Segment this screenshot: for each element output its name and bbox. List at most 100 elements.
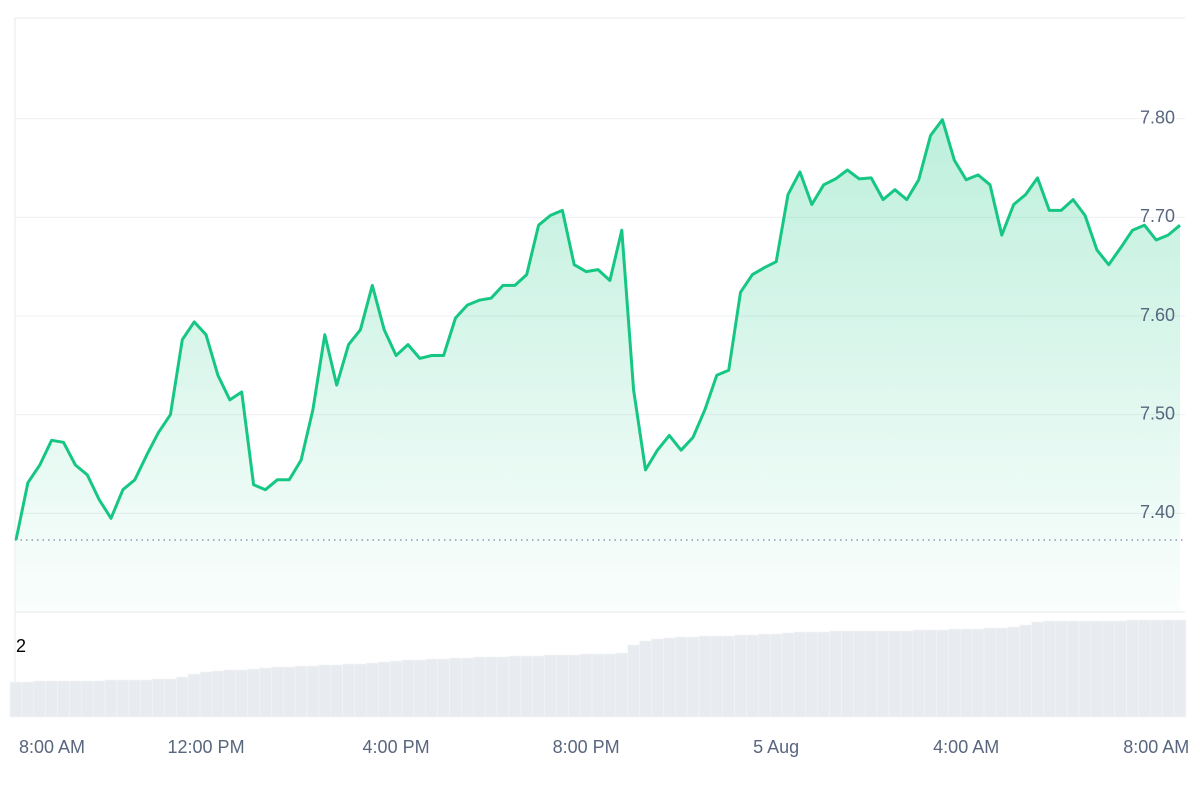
- volume-bar: [959, 628, 973, 718]
- volume-bar: [401, 659, 415, 718]
- volume-bar: [829, 630, 842, 718]
- volume-bar: [259, 667, 272, 718]
- volume-bar: [532, 655, 545, 718]
- volume-bar: [639, 640, 652, 718]
- y-tick-label: 7.70: [1140, 206, 1175, 226]
- volume-bar: [876, 630, 890, 718]
- volume-bar: [57, 680, 70, 718]
- volume-bar: [318, 664, 332, 718]
- volume-bar: [1161, 619, 1175, 718]
- volume-bar: [92, 680, 106, 718]
- price-line: [14, 118, 1181, 541]
- plot: [14, 118, 1185, 612]
- volume-bar: [900, 630, 914, 718]
- volume-bar: [758, 633, 771, 718]
- volume-bar: [140, 679, 153, 718]
- volume-bar: [722, 635, 735, 718]
- volume-bar: [674, 636, 688, 718]
- volume-bar: [306, 665, 320, 718]
- volume-bar: [1031, 621, 1044, 718]
- volume-bar: [472, 656, 486, 718]
- volume-bar: [1114, 620, 1127, 718]
- volume-bar: [164, 678, 177, 718]
- volume-bar: [484, 656, 498, 718]
- x-tick-label: 4:00 AM: [933, 737, 999, 757]
- volume-bar: [710, 635, 724, 718]
- volume-label: 2: [16, 636, 26, 656]
- x-tick-label: 5 Aug: [753, 737, 799, 757]
- volume-bar: [413, 659, 427, 718]
- volume-bar: [924, 629, 937, 718]
- volume-bar: [389, 660, 403, 718]
- volume-bar: [817, 631, 830, 718]
- volume-bar: [152, 678, 165, 718]
- volume-bar: [663, 637, 676, 718]
- y-tick-label: 7.50: [1140, 403, 1175, 423]
- volume-bar: [1054, 620, 1068, 718]
- volume-bar: [888, 630, 902, 718]
- volume-bar: [45, 680, 58, 718]
- volume-bar: [983, 627, 997, 718]
- volume-bar: [366, 662, 379, 718]
- volume-bar: [615, 652, 628, 718]
- x-tick-label: 8:00 AM: [1123, 737, 1189, 757]
- volume-bar: [199, 671, 213, 718]
- x-tick-label: 12:00 PM: [168, 737, 245, 757]
- volume-bar: [425, 658, 438, 718]
- volume-bar: [81, 680, 94, 718]
- volume-bar: [686, 636, 700, 718]
- volume-bar: [342, 663, 355, 718]
- volume-bar: [354, 663, 367, 718]
- volume-bar: [271, 666, 284, 718]
- volume-bar: [805, 631, 819, 718]
- volume-bar: [651, 638, 664, 718]
- volume-bar: [187, 673, 201, 718]
- volume-bar: [1043, 620, 1056, 718]
- volume-bar: [1126, 619, 1139, 718]
- volume-bar: [698, 635, 712, 718]
- volume-bar: [520, 655, 533, 718]
- y-tick-label: 7.80: [1140, 107, 1175, 127]
- volume-bar: [781, 632, 795, 718]
- volume-bar: [1090, 620, 1104, 718]
- volume-bar: [461, 657, 474, 718]
- labels: 2 7.40 7.50 7.60 7.70 7.80 8:00 AM 12:00 PM 4:00…: [16, 107, 1189, 756]
- volume-bar: [603, 653, 617, 718]
- volume-bar: [211, 670, 225, 718]
- volume-bar: [769, 633, 783, 718]
- volume-bar: [1150, 619, 1163, 718]
- volume-bar: [496, 656, 510, 718]
- volume-bar: [33, 680, 46, 718]
- volume-bar: [282, 666, 296, 718]
- volume-bar: [223, 669, 237, 718]
- volume-bar: [948, 628, 961, 718]
- volume-bar: [544, 654, 557, 718]
- volume-bar: [971, 628, 985, 718]
- volume-bar: [579, 653, 593, 718]
- volume-bar: [591, 653, 605, 718]
- volume-bar: [128, 679, 142, 718]
- volume-bar: [734, 634, 747, 718]
- volume-bar: [104, 679, 118, 718]
- volume-bar: [912, 629, 925, 718]
- volume-bar: [793, 631, 807, 718]
- volume-bar: [746, 634, 759, 718]
- volume-bar: [69, 680, 82, 718]
- y-tick-label: 7.40: [1140, 502, 1175, 522]
- volume-bar: [1102, 620, 1115, 718]
- volume-bar: [1007, 626, 1020, 718]
- volume-bar: [1019, 624, 1032, 718]
- y-tick-label: 7.60: [1140, 305, 1175, 325]
- volume-bar: [330, 664, 343, 718]
- volume-bar: [853, 630, 866, 718]
- volume-bar: [568, 654, 581, 718]
- volume-bar: [864, 630, 878, 718]
- volume-bar: [9, 681, 23, 718]
- volume-bar: [176, 676, 189, 718]
- volume-bar: [247, 668, 260, 718]
- volume-bar: [116, 679, 130, 718]
- volume-bar: [1173, 619, 1187, 718]
- volume-bar: [235, 669, 248, 718]
